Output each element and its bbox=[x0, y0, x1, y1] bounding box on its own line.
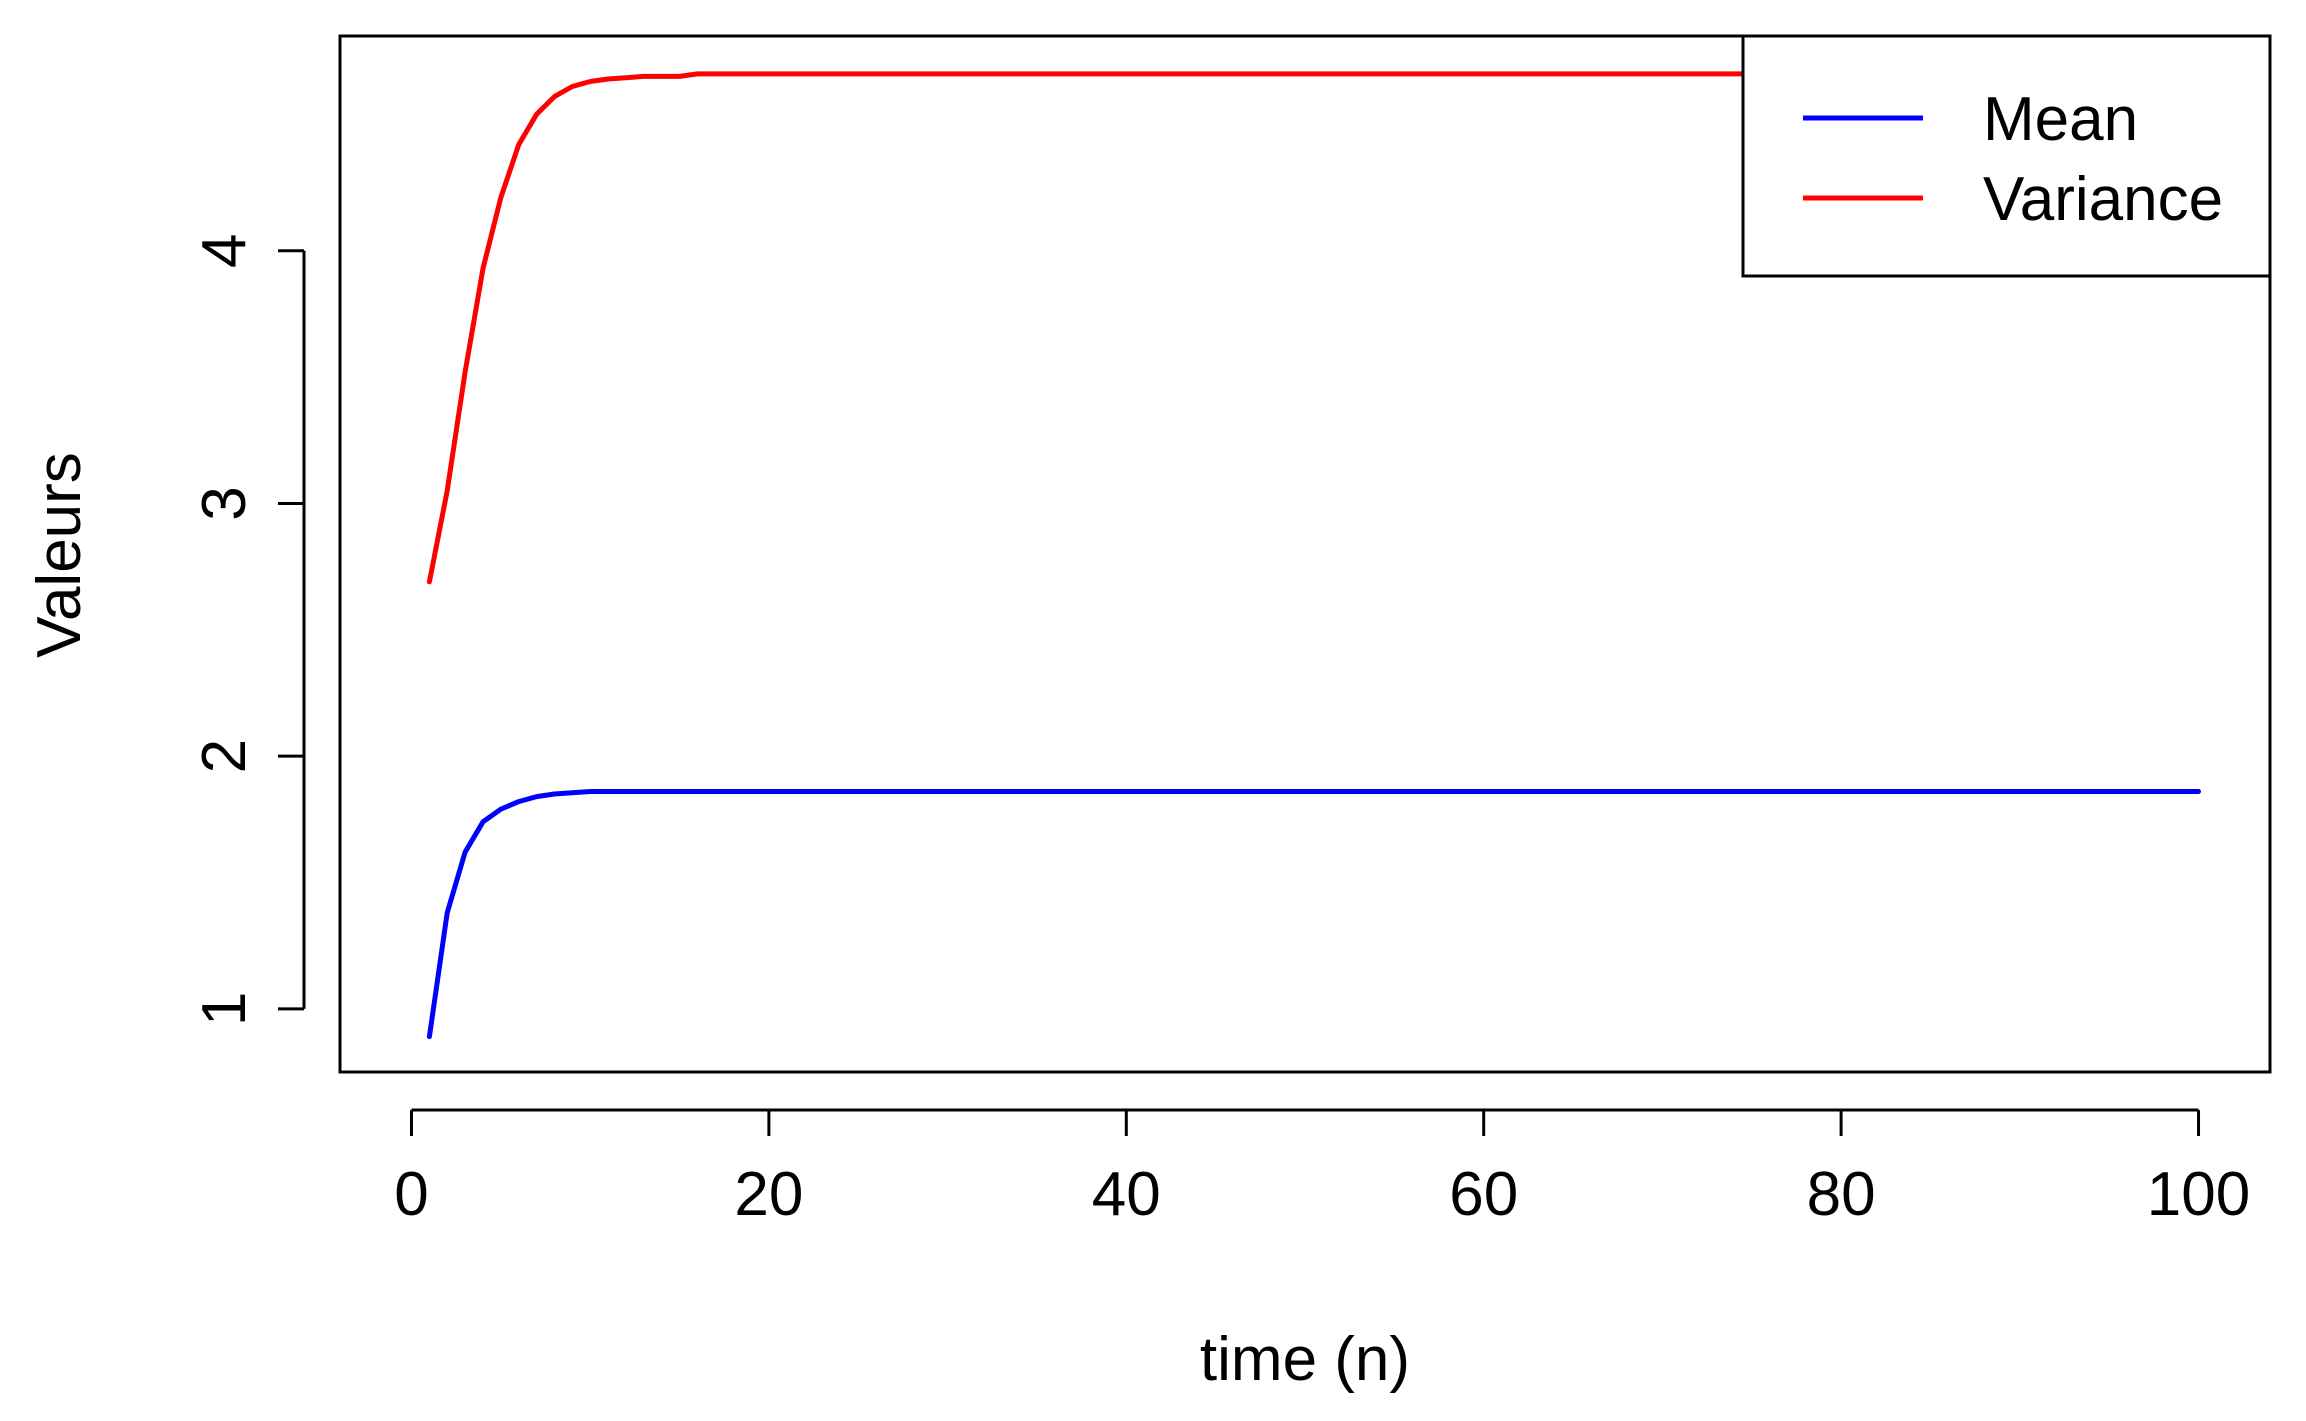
x-tick-label: 80 bbox=[1807, 1160, 1876, 1229]
x-axis: 0 20 40 60 80 100 bbox=[394, 1108, 2250, 1229]
series-layer bbox=[426, 71, 2201, 1040]
y-tick-label: 1 bbox=[190, 992, 259, 1026]
x-tick-label: 40 bbox=[1092, 1160, 1161, 1229]
legend-label-mean: Mean bbox=[1983, 85, 2138, 154]
legend-frame bbox=[1741, 34, 2272, 278]
y-tick-label: 4 bbox=[190, 234, 259, 268]
x-tick-label: 100 bbox=[2147, 1160, 2250, 1229]
legend: Mean Variance bbox=[1741, 34, 2272, 278]
x-tick-label: 20 bbox=[734, 1160, 803, 1229]
y-axis-title: Valeurs bbox=[25, 452, 94, 658]
legend-label-variance: Variance bbox=[1983, 165, 2223, 234]
x-axis-title: time (n) bbox=[1200, 1325, 1410, 1394]
x-tick-label: 0 bbox=[394, 1160, 428, 1229]
plot-area-border bbox=[338, 34, 2272, 1074]
series-line-mean bbox=[426, 789, 2201, 1040]
y-tick-label: 3 bbox=[190, 486, 259, 520]
y-tick-label: 2 bbox=[190, 739, 259, 773]
x-tick-label: 60 bbox=[1449, 1160, 1518, 1229]
series-line-variance bbox=[426, 71, 2201, 585]
y-axis: 1 2 3 4 bbox=[190, 234, 306, 1026]
